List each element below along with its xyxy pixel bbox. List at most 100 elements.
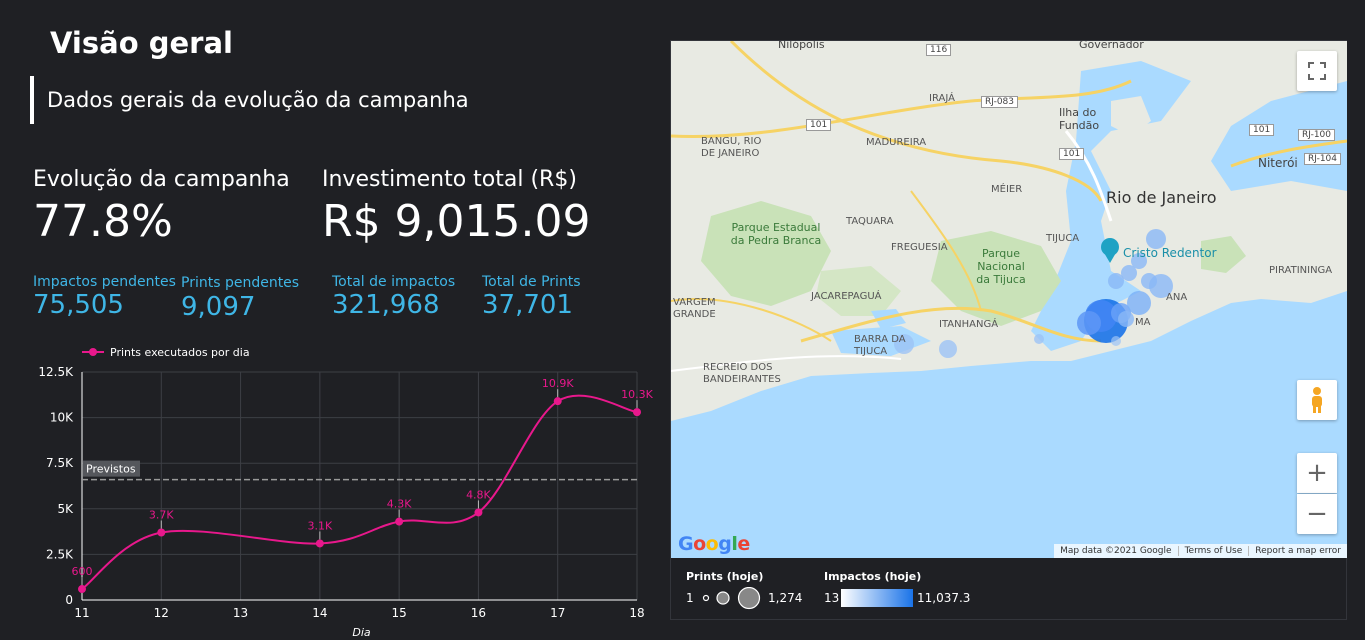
data-label: 600 — [72, 565, 93, 578]
fullscreen-button[interactable] — [1297, 51, 1337, 91]
map-label-taquara: TAQUARA — [846, 216, 894, 227]
reference-label: Previstos — [86, 463, 136, 476]
kpi-impactos-pendentes-label: Impactos pendentes — [33, 274, 176, 290]
map-label-jacarepagua: JACAREPAGUÁ — [811, 291, 882, 302]
map-label-tijuca: TIJUCA — [1046, 233, 1080, 244]
data-label: 4.3K — [387, 498, 412, 511]
terms-link[interactable]: Terms of Use — [1177, 546, 1249, 556]
fullscreen-icon — [1308, 62, 1326, 80]
x-tick-label: 17 — [550, 606, 565, 620]
report-error-link[interactable]: Report a map error — [1248, 546, 1347, 556]
road-shield-101-a: 101 — [806, 119, 832, 131]
road-shield-rj083: RJ-083 — [981, 96, 1019, 108]
y-tick-label: 12.5K — [38, 365, 74, 379]
kpi-total-prints-label: Total de Prints — [482, 274, 581, 290]
kpi-prints-pendentes-value: 9,097 — [181, 292, 256, 322]
data-point — [395, 517, 404, 526]
data-label: 10.9K — [542, 377, 574, 390]
legend-marker — [89, 348, 97, 356]
x-axis-title: Dia — [352, 626, 371, 639]
map-label-governador: Governador — [1079, 41, 1144, 51]
map-label-freguesia: FREGUESIA — [891, 242, 948, 253]
legend-prints-title: Prints (hoje) — [686, 570, 764, 583]
page-title: Visão geral — [50, 26, 233, 60]
kpi-evolucao-value: 77.8% — [33, 196, 173, 247]
map-label-iraja: IRAJÁ — [929, 93, 955, 104]
map-view[interactable]: Rio de Janeiro Niterói Cristo Redentor P… — [671, 41, 1347, 558]
data-point — [553, 397, 562, 406]
kpi-impactos-pendentes-value: 75,505 — [33, 290, 124, 320]
x-tick-label: 11 — [74, 606, 89, 620]
series-line — [81, 394, 638, 590]
chart-grid — [81, 371, 638, 601]
kpi-investimento-value: R$ 9,015.09 — [322, 196, 591, 247]
page-subtitle: Dados gerais da evolução da campanha — [30, 76, 469, 124]
y-tick-label: 2.5K — [46, 547, 74, 561]
map-footer: Map data ©2021 Google Terms of Use Repor… — [1054, 544, 1347, 558]
data-label: 3.7K — [149, 509, 174, 522]
map-canvas[interactable] — [671, 41, 1347, 558]
data-label: 10.3K — [621, 388, 653, 401]
legend-impactos-min: 13 — [824, 591, 840, 605]
x-tick-label: 13 — [233, 606, 248, 620]
y-tick-label: 5K — [57, 502, 74, 516]
road-shield-rj100: RJ-100 — [1298, 129, 1336, 141]
map-data-attribution: Map data ©2021 Google — [1060, 546, 1172, 556]
x-tick-label: 14 — [312, 606, 327, 620]
chart-reference-line: Previstos — [82, 460, 637, 481]
kpi-total-impactos-value: 321,968 — [332, 290, 440, 320]
map-label-nilopolis: Nilópolis — [778, 41, 825, 51]
kpi-investimento-label: Investimento total (R$) — [322, 167, 577, 192]
data-point — [315, 539, 324, 548]
map-label-madureira: MADUREIRA — [866, 137, 927, 148]
legend-prints-min: 1 — [686, 591, 694, 605]
legend-impactos-max: 11,037.3 — [917, 591, 971, 605]
map-label-tijuca-park: Parque Nacional da Tijuca — [976, 247, 1026, 286]
map-label-copacabana: ANA — [1166, 292, 1188, 303]
map-label-cristo: Cristo Redentor — [1123, 246, 1217, 260]
map-label-bangu: BANGU, RIO DE JANEIRO — [701, 136, 762, 159]
kpi-evolucao-label: Evolução da campanha — [33, 167, 290, 192]
y-tick-label: 7.5K — [46, 456, 74, 470]
zoom-in-button[interactable]: + — [1297, 453, 1337, 493]
data-label: 4.8K — [466, 488, 491, 501]
chart-legend[interactable]: Prints executados por dia — [82, 346, 250, 359]
map-label-meier: MÉIER — [991, 184, 1023, 195]
map-label-itanhanga: ITANHANGÁ — [939, 319, 999, 330]
kpi-prints-pendentes-label: Prints pendentes — [181, 275, 300, 291]
legend-prints-max: 1,274 — [768, 591, 803, 605]
map-label-niteroi: Niterói — [1258, 156, 1298, 170]
data-point — [633, 408, 641, 417]
map-legend: Prints (hoje) 1 1,274 Impactos (hoje) 13… — [671, 558, 1347, 620]
data-point — [78, 585, 86, 594]
legend-impactos-gradient — [841, 589, 913, 607]
data-point — [474, 508, 483, 517]
map-label-recreio: RECREIO DOS BANDEIRANTES — [703, 362, 781, 385]
google-logo: Google — [678, 533, 750, 555]
road-shield-rj104: RJ-104 — [1304, 153, 1342, 165]
zoom-out-button[interactable]: − — [1297, 494, 1337, 534]
map-label-ilha: Ilha do Fundão — [1059, 106, 1100, 132]
data-label: 3.1K — [307, 519, 332, 532]
x-tick-label: 15 — [392, 606, 407, 620]
map-label-barra: BARRA DA TIJUCA — [854, 334, 906, 357]
kpi-total-prints-value: 37,701 — [482, 290, 573, 320]
map-label-ipanema: MA — [1135, 317, 1151, 328]
road-shield-101-c: 101 — [1249, 124, 1275, 136]
y-tick-label: 10K — [50, 411, 74, 425]
chart-series: 600 3.7K 3.1K 4.3K 4.8K 10.9K 10.3K — [72, 377, 654, 594]
map-label-pedra-branca: Parque Estadual da Pedra Branca — [730, 221, 822, 247]
kpi-total-impactos-label: Total de impactos — [332, 274, 456, 290]
legend-label: Prints executados por dia — [110, 346, 250, 359]
map-label-piratininga: PIRATININGA — [1269, 265, 1333, 276]
x-tick-label: 12 — [154, 606, 169, 620]
street-view-button[interactable] — [1297, 380, 1337, 420]
y-tick-label: 0 — [65, 593, 73, 607]
x-tick-label: 18 — [629, 606, 644, 620]
chart-axes: 0 2.5K 5K 7.5K 10K 12.5K 11 12 13 14 15 16 17 18 Dia — [38, 365, 644, 639]
road-shield-101-b: 101 — [1059, 148, 1085, 160]
x-tick-label: 16 — [471, 606, 486, 620]
legend-prints-size-scale — [702, 587, 761, 610]
prints-line-chart: 0 2.5K 5K 7.5K 10K 12.5K 11 12 13 14 15 16 17 18 Dia P… — [38, 346, 654, 639]
data-point — [157, 528, 166, 537]
